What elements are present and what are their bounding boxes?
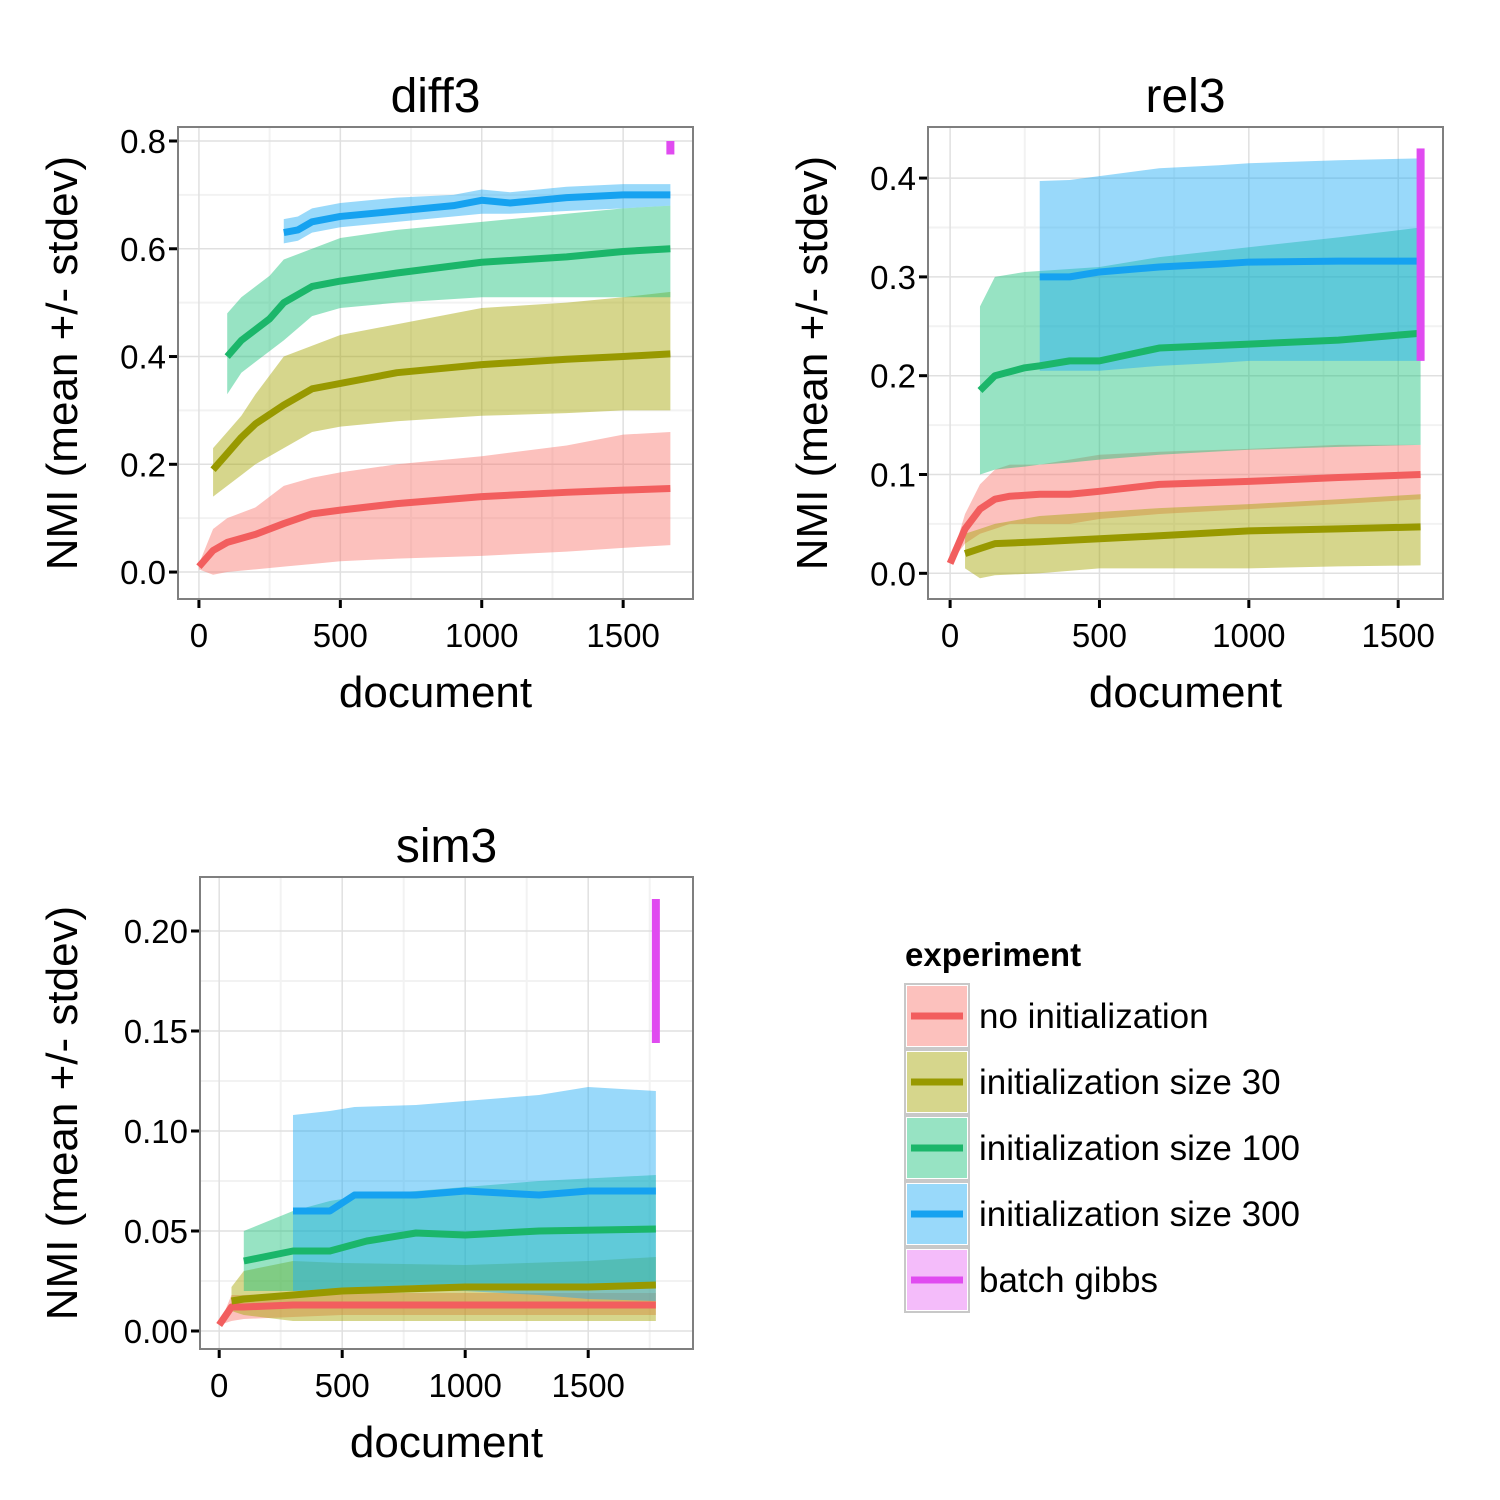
- legend-title: experiment: [905, 936, 1081, 973]
- x-tick-label: 500: [313, 617, 368, 654]
- x-axis-title: document: [1089, 668, 1282, 717]
- y-tick-label: 0.20: [124, 913, 188, 950]
- y-tick-label: 0.0: [120, 554, 166, 591]
- batch-gibbs-range: [1416, 148, 1425, 361]
- ribbon-s100: [979, 227, 1421, 475]
- line-s300: [292, 1187, 656, 1215]
- y-axis-title: NMI (mean +/- stdev): [38, 156, 87, 570]
- x-tick-label: 0: [941, 617, 959, 654]
- x-tick-label: 1500: [551, 1367, 624, 1404]
- legend-label: initialization size 100: [979, 1129, 1300, 1168]
- y-tick-label: 0.2: [120, 446, 166, 483]
- y-tick-label: 0.15: [124, 1013, 188, 1050]
- x-tick-label: 1500: [586, 617, 659, 654]
- line-none: [946, 471, 1421, 565]
- y-tick-label: 0.00: [124, 1313, 188, 1350]
- line-s30: [230, 1281, 656, 1305]
- panel-title: sim3: [396, 820, 497, 873]
- y-axis-title: NMI (mean +/- stdev): [38, 906, 87, 1320]
- x-tick-label: 1000: [445, 617, 518, 654]
- x-axis-title: document: [339, 668, 532, 717]
- plot-background: [200, 877, 693, 1349]
- x-tick-label: 1000: [1212, 617, 1285, 654]
- panel-border: [199, 876, 694, 1350]
- y-tick-label: 0.4: [870, 160, 916, 197]
- x-tick-label: 0: [210, 1367, 228, 1404]
- y-axis-title: NMI (mean +/- stdev): [788, 156, 837, 570]
- line-s100: [977, 329, 1421, 394]
- line-s100: [224, 245, 671, 359]
- x-axis-title: document: [350, 1418, 543, 1467]
- y-tick-label: 0.3: [870, 259, 916, 296]
- ribbon-s100: [227, 205, 671, 395]
- panel-title: rel3: [1145, 70, 1225, 123]
- line-s30: [963, 523, 1421, 557]
- y-tick-label: 0.6: [120, 231, 166, 268]
- y-tick-label: 0.10: [124, 1113, 188, 1150]
- legend-label: initialization size 300: [979, 1195, 1300, 1234]
- ribbon-s30: [213, 291, 671, 497]
- panel-border: [927, 126, 1444, 600]
- panel-diff3: 0 500 1000 1500 0.0 0.2 0.4 0.6 0.8 diff3 document…: [38, 70, 694, 717]
- legend-label: no initialization: [979, 997, 1209, 1036]
- y-tick-label: 0.8: [120, 123, 166, 160]
- y-tick-label: 0.4: [120, 339, 166, 376]
- panel-sim3: 0 500 1000 1500 0.00 0.05 0.10 0.15 0.20 sim3 docu…: [38, 820, 694, 1467]
- y-tick-label: 0.05: [124, 1213, 188, 1250]
- line-none: [216, 1301, 656, 1327]
- legend: experiment no initialization initializatio…: [904, 936, 1300, 1313]
- legend-item-none: no initialization: [904, 983, 1209, 1049]
- legend-item-s30: initialization size 30: [904, 1049, 1281, 1115]
- y-tick-label: 0.1: [870, 457, 916, 494]
- legend-item-batch: batch gibbs: [904, 1247, 1158, 1313]
- y-tick-label: 0.0: [870, 555, 916, 592]
- x-tick-label: 1000: [428, 1367, 501, 1404]
- ribbon-none: [219, 1293, 656, 1325]
- line-s30: [210, 350, 671, 472]
- legend-label: batch gibbs: [979, 1261, 1158, 1300]
- legend-item-s300: initialization size 300: [904, 1181, 1300, 1247]
- ribbon-none: [950, 444, 1421, 564]
- legend-item-s100: initialization size 100: [904, 1115, 1300, 1181]
- x-tick-label: 500: [1072, 617, 1127, 654]
- x-tick-label: 500: [315, 1367, 370, 1404]
- plot-background: [928, 127, 1443, 599]
- x-tick-label: 1500: [1361, 617, 1434, 654]
- batch-gibbs-range: [666, 141, 675, 155]
- panel-border: [177, 126, 694, 600]
- line-none: [196, 485, 671, 569]
- line-s300: [1039, 257, 1421, 281]
- batch-gibbs-range: [651, 899, 660, 1043]
- line-s100: [243, 1225, 656, 1265]
- y-tick-label: 0.2: [870, 358, 916, 395]
- line-s300: [283, 191, 671, 237]
- legend-label: initialization size 30: [979, 1063, 1281, 1102]
- panel-title: diff3: [391, 70, 481, 123]
- x-tick-label: 0: [190, 617, 208, 654]
- panel-rel3: 0 500 1000 1500 0.0 0.1 0.2 0.3 0.4 rel3 document N…: [788, 70, 1444, 717]
